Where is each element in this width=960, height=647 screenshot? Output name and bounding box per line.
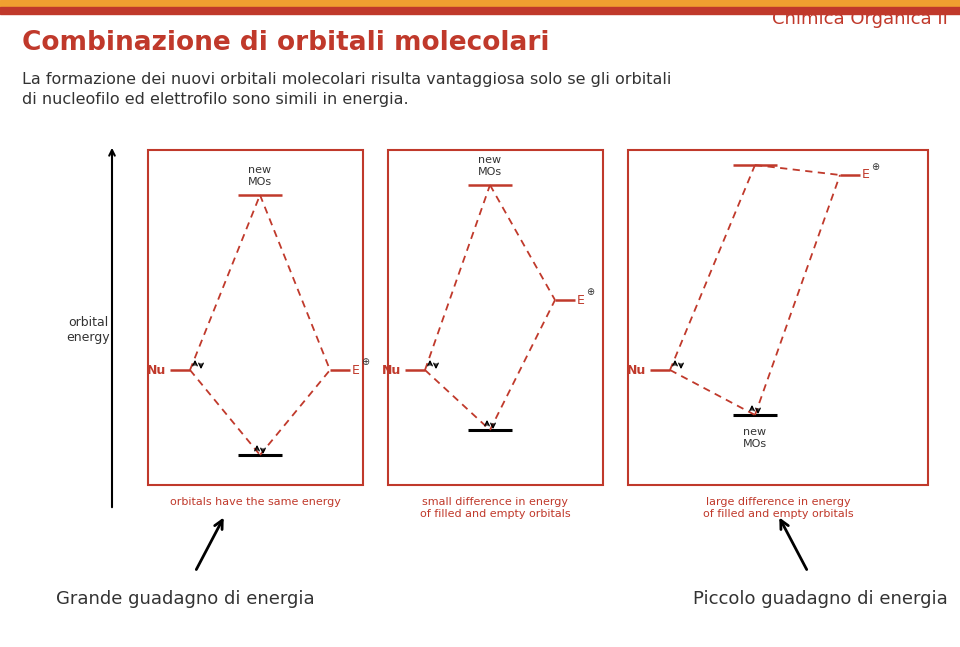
Text: La formazione dei nuovi orbitali molecolari risulta vantaggiosa solo se gli orbi: La formazione dei nuovi orbitali molecol… <box>22 72 671 87</box>
Bar <box>148 150 363 485</box>
Text: E: E <box>862 168 870 182</box>
Text: new
MOs: new MOs <box>248 166 272 187</box>
Text: large difference in energy
of filled and empty orbitals: large difference in energy of filled and… <box>703 497 853 519</box>
Text: Nu: Nu <box>627 364 646 377</box>
Text: E: E <box>352 364 360 377</box>
Text: orbital
energy: orbital energy <box>66 316 109 344</box>
Text: small difference in energy
of filled and empty orbitals: small difference in energy of filled and… <box>420 497 571 519</box>
Text: ⊕: ⊕ <box>361 357 370 367</box>
Text: new
MOs: new MOs <box>743 427 767 448</box>
Text: di nucleofilo ed elettrofilo sono simili in energia.: di nucleofilo ed elettrofilo sono simili… <box>22 92 409 107</box>
Text: ⊕: ⊕ <box>586 287 594 297</box>
Text: E: E <box>577 294 585 307</box>
Bar <box>0 7 960 14</box>
Text: Combinazione di orbitali molecolari: Combinazione di orbitali molecolari <box>22 30 549 56</box>
Text: new
MOs: new MOs <box>478 155 502 177</box>
Text: Grande guadagno di energia: Grande guadagno di energia <box>56 590 314 608</box>
Text: Nu: Nu <box>147 364 166 377</box>
Text: orbitals have the same energy: orbitals have the same energy <box>170 497 341 507</box>
Text: Piccolo guadagno di energia: Piccolo guadagno di energia <box>692 590 948 608</box>
Bar <box>0 0 960 7</box>
Text: Chimica Organica II: Chimica Organica II <box>772 10 948 28</box>
Bar <box>388 150 603 485</box>
Text: Nu: Nu <box>382 364 401 377</box>
Text: ⊕: ⊕ <box>871 162 879 172</box>
Bar <box>628 150 928 485</box>
